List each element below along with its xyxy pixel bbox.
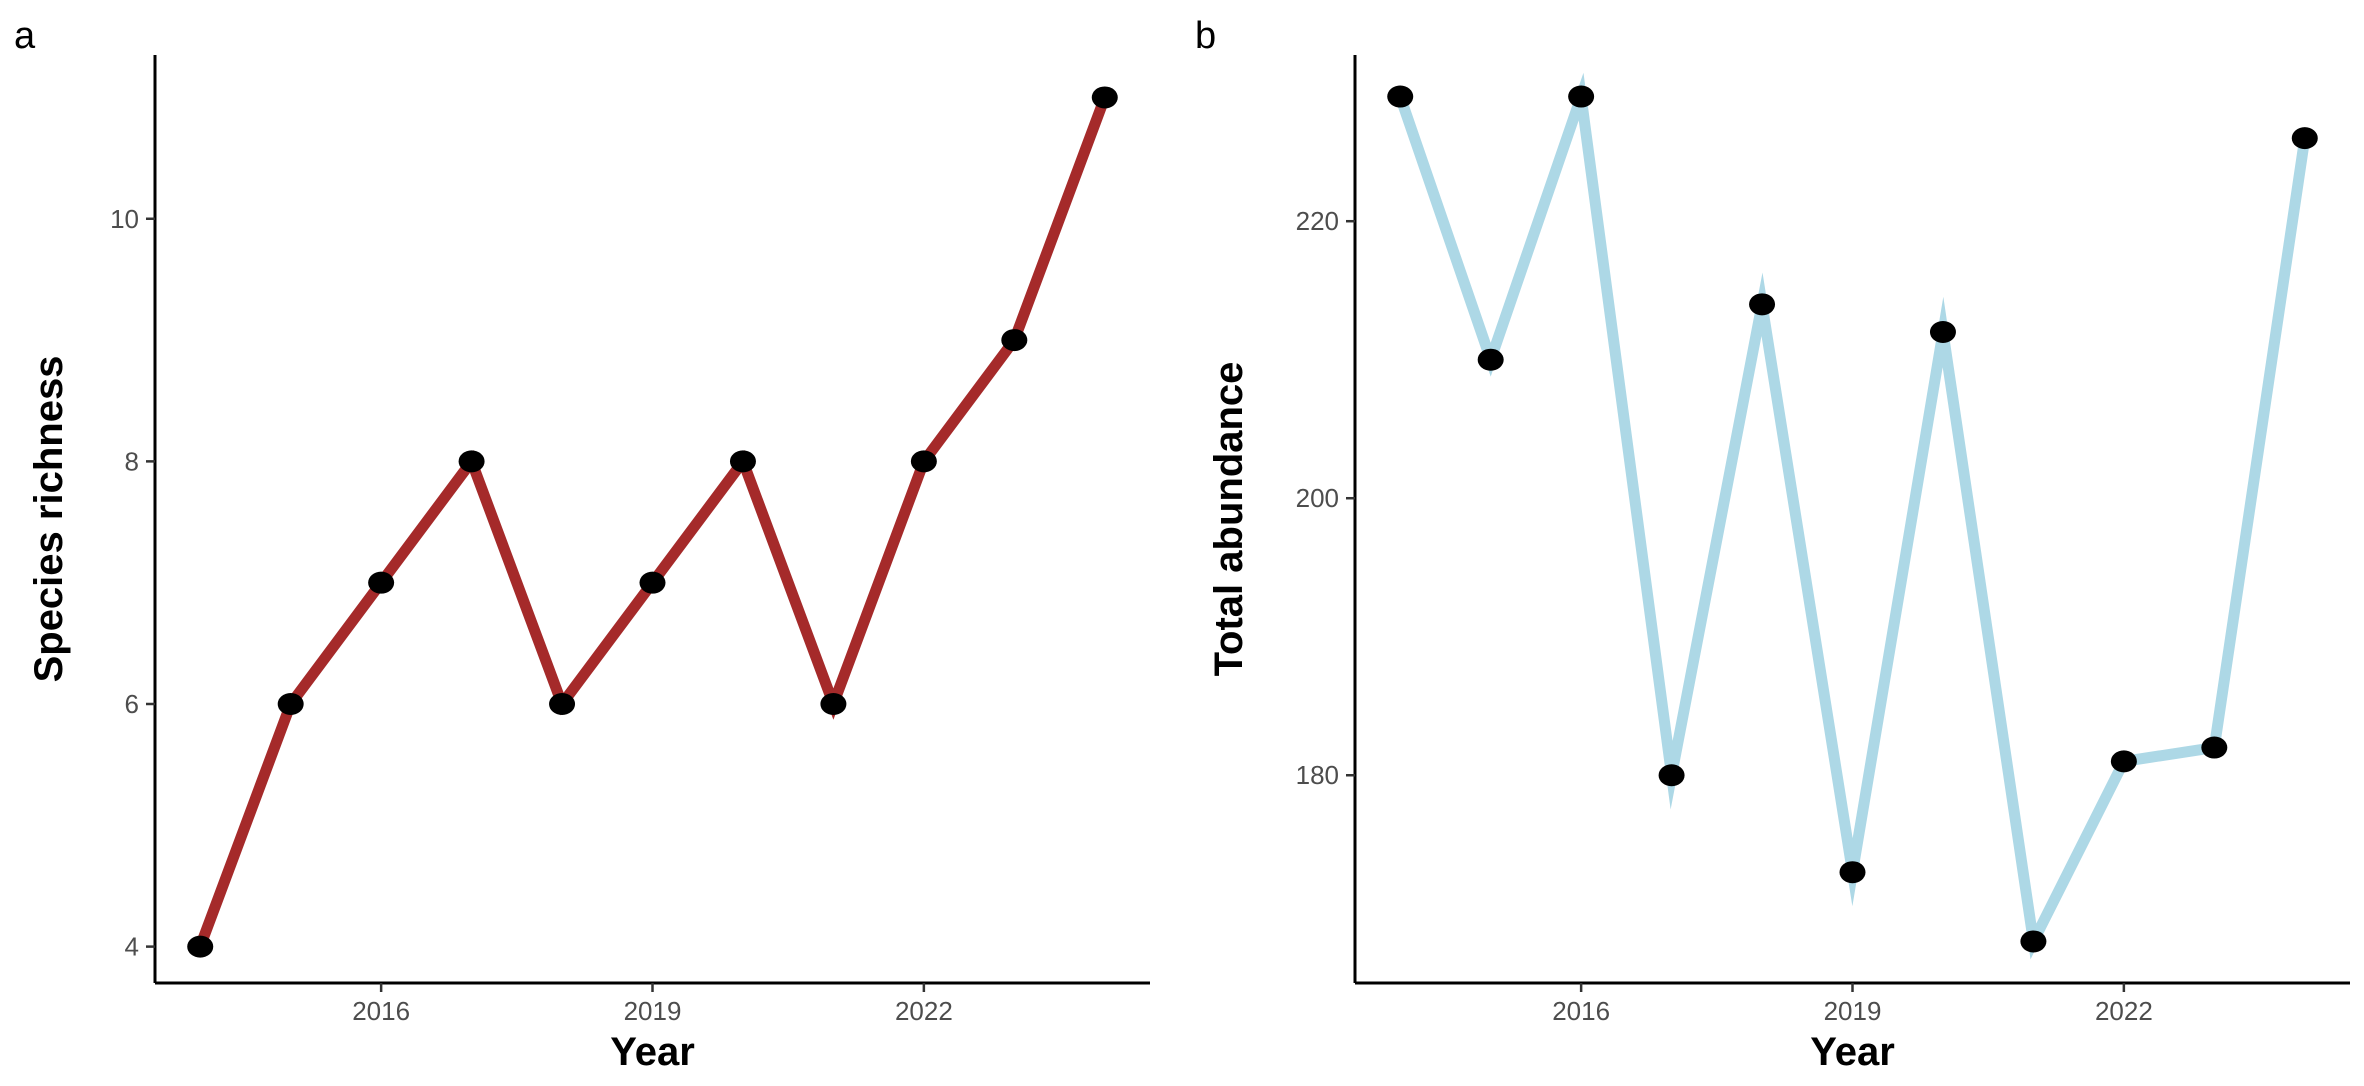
y-axis-title-b: Total abundance	[1207, 362, 1251, 677]
y-tick-label: 10	[110, 204, 139, 234]
data-point	[187, 935, 214, 958]
x-tick-label: 2019	[624, 996, 682, 1026]
data-point	[639, 571, 666, 594]
data-point	[1568, 85, 1595, 108]
data-point	[2110, 750, 2137, 773]
data-point	[458, 450, 485, 473]
y-tick-label: 8	[125, 446, 139, 476]
y-tick-label: 4	[125, 932, 139, 962]
data-point	[2291, 127, 2318, 150]
series-line-a	[195, 95, 1110, 949]
x-axis-title-b: Year	[1810, 1030, 1895, 1074]
data-point	[1839, 861, 1866, 884]
data-point	[729, 450, 756, 473]
x-tick-label: 2016	[1552, 996, 1610, 1026]
x-tick-label: 2016	[352, 996, 410, 1026]
y-axis-title-a: Species richness	[27, 356, 71, 683]
data-point	[277, 692, 304, 715]
data-point	[1929, 321, 1956, 344]
series-line-b	[1394, 72, 2311, 960]
x-axis-title-a: Year	[610, 1030, 695, 1074]
data-point	[368, 571, 395, 594]
data-point	[1091, 86, 1118, 109]
data-point	[549, 692, 576, 715]
panel-label-b: b	[1195, 15, 1216, 57]
panel-label-a: a	[14, 15, 36, 57]
data-point	[910, 450, 937, 473]
y-tick-label: 6	[125, 689, 139, 719]
data-point	[1477, 348, 1504, 371]
data-point	[820, 692, 847, 715]
data-point	[1387, 85, 1414, 108]
y-tick-label: 180	[1296, 760, 1339, 790]
x-tick-label: 2019	[1824, 996, 1882, 1026]
y-tick-label: 200	[1296, 483, 1339, 513]
data-point	[1658, 764, 1685, 787]
x-tick-label: 2022	[895, 996, 953, 1026]
data-point	[1749, 293, 1776, 316]
panel-a: a 4 6 8 10 2016 2019 2022 Year Species richness	[14, 15, 1150, 1074]
data-point	[2020, 930, 2047, 953]
panel-b: b 180 200 220 2016 2019 2022 Year Total abundanc…	[1195, 15, 2350, 1074]
x-tick-label: 2022	[2095, 996, 2153, 1026]
data-point	[2201, 736, 2228, 759]
data-point	[1001, 329, 1028, 352]
y-tick-label: 220	[1296, 206, 1339, 236]
